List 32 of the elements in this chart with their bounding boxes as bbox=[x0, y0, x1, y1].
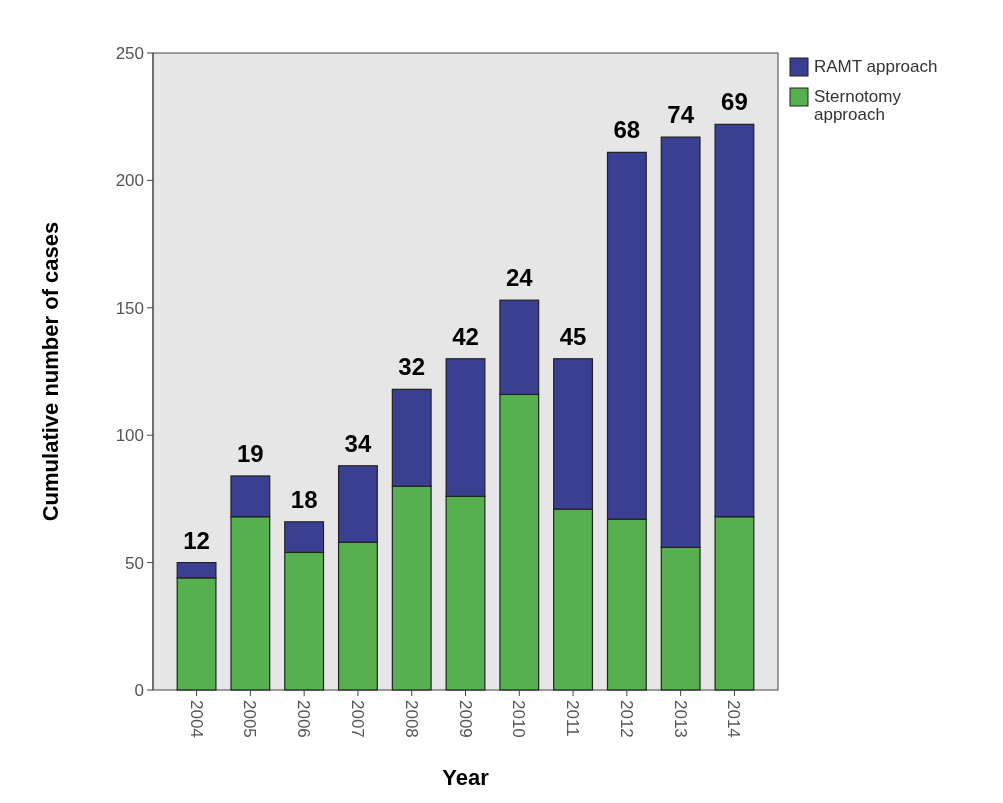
x-tick-label: 2005 bbox=[240, 700, 260, 738]
annotation: 12 bbox=[183, 526, 210, 554]
legend-label: RAMT approach bbox=[814, 57, 938, 76]
annotation: 34 bbox=[344, 429, 372, 457]
annotation: 74 bbox=[667, 101, 695, 129]
x-tick-label: 2013 bbox=[670, 700, 690, 738]
x-tick-label: 2008 bbox=[401, 700, 421, 738]
annotation: 42 bbox=[452, 322, 479, 350]
y-tick-label: 150 bbox=[115, 298, 144, 318]
x-tick-label: 2012 bbox=[616, 700, 636, 738]
x-tick-label: 2007 bbox=[347, 700, 367, 738]
annotation: 18 bbox=[290, 485, 318, 513]
annotation: 68 bbox=[613, 116, 641, 144]
annotation: 69 bbox=[721, 88, 748, 116]
y-tick-label: 0 bbox=[134, 680, 144, 700]
x-axis-title: Year bbox=[442, 765, 490, 790]
y-tick-label: 200 bbox=[115, 171, 144, 191]
y-tick-label: 50 bbox=[125, 553, 144, 573]
x-tick-label: 2004 bbox=[186, 700, 206, 738]
annotation: 24 bbox=[505, 264, 534, 292]
y-tick-label: 250 bbox=[115, 43, 144, 63]
legend-label: Sternotomy approach bbox=[814, 87, 902, 124]
x-tick-label: 2009 bbox=[455, 700, 475, 738]
y-axis-title: Cumulative number of cases bbox=[38, 221, 63, 522]
x-tick-label: 2006 bbox=[294, 700, 314, 738]
x-tick-label: 2011 bbox=[563, 700, 583, 737]
x-tick-label: 2010 bbox=[509, 700, 529, 738]
annotation: 19 bbox=[237, 439, 264, 467]
x-tick-label: 2014 bbox=[724, 700, 744, 738]
y-tick-label: 100 bbox=[115, 426, 144, 446]
annotation: 32 bbox=[398, 353, 426, 381]
annotation: 45 bbox=[559, 322, 587, 350]
